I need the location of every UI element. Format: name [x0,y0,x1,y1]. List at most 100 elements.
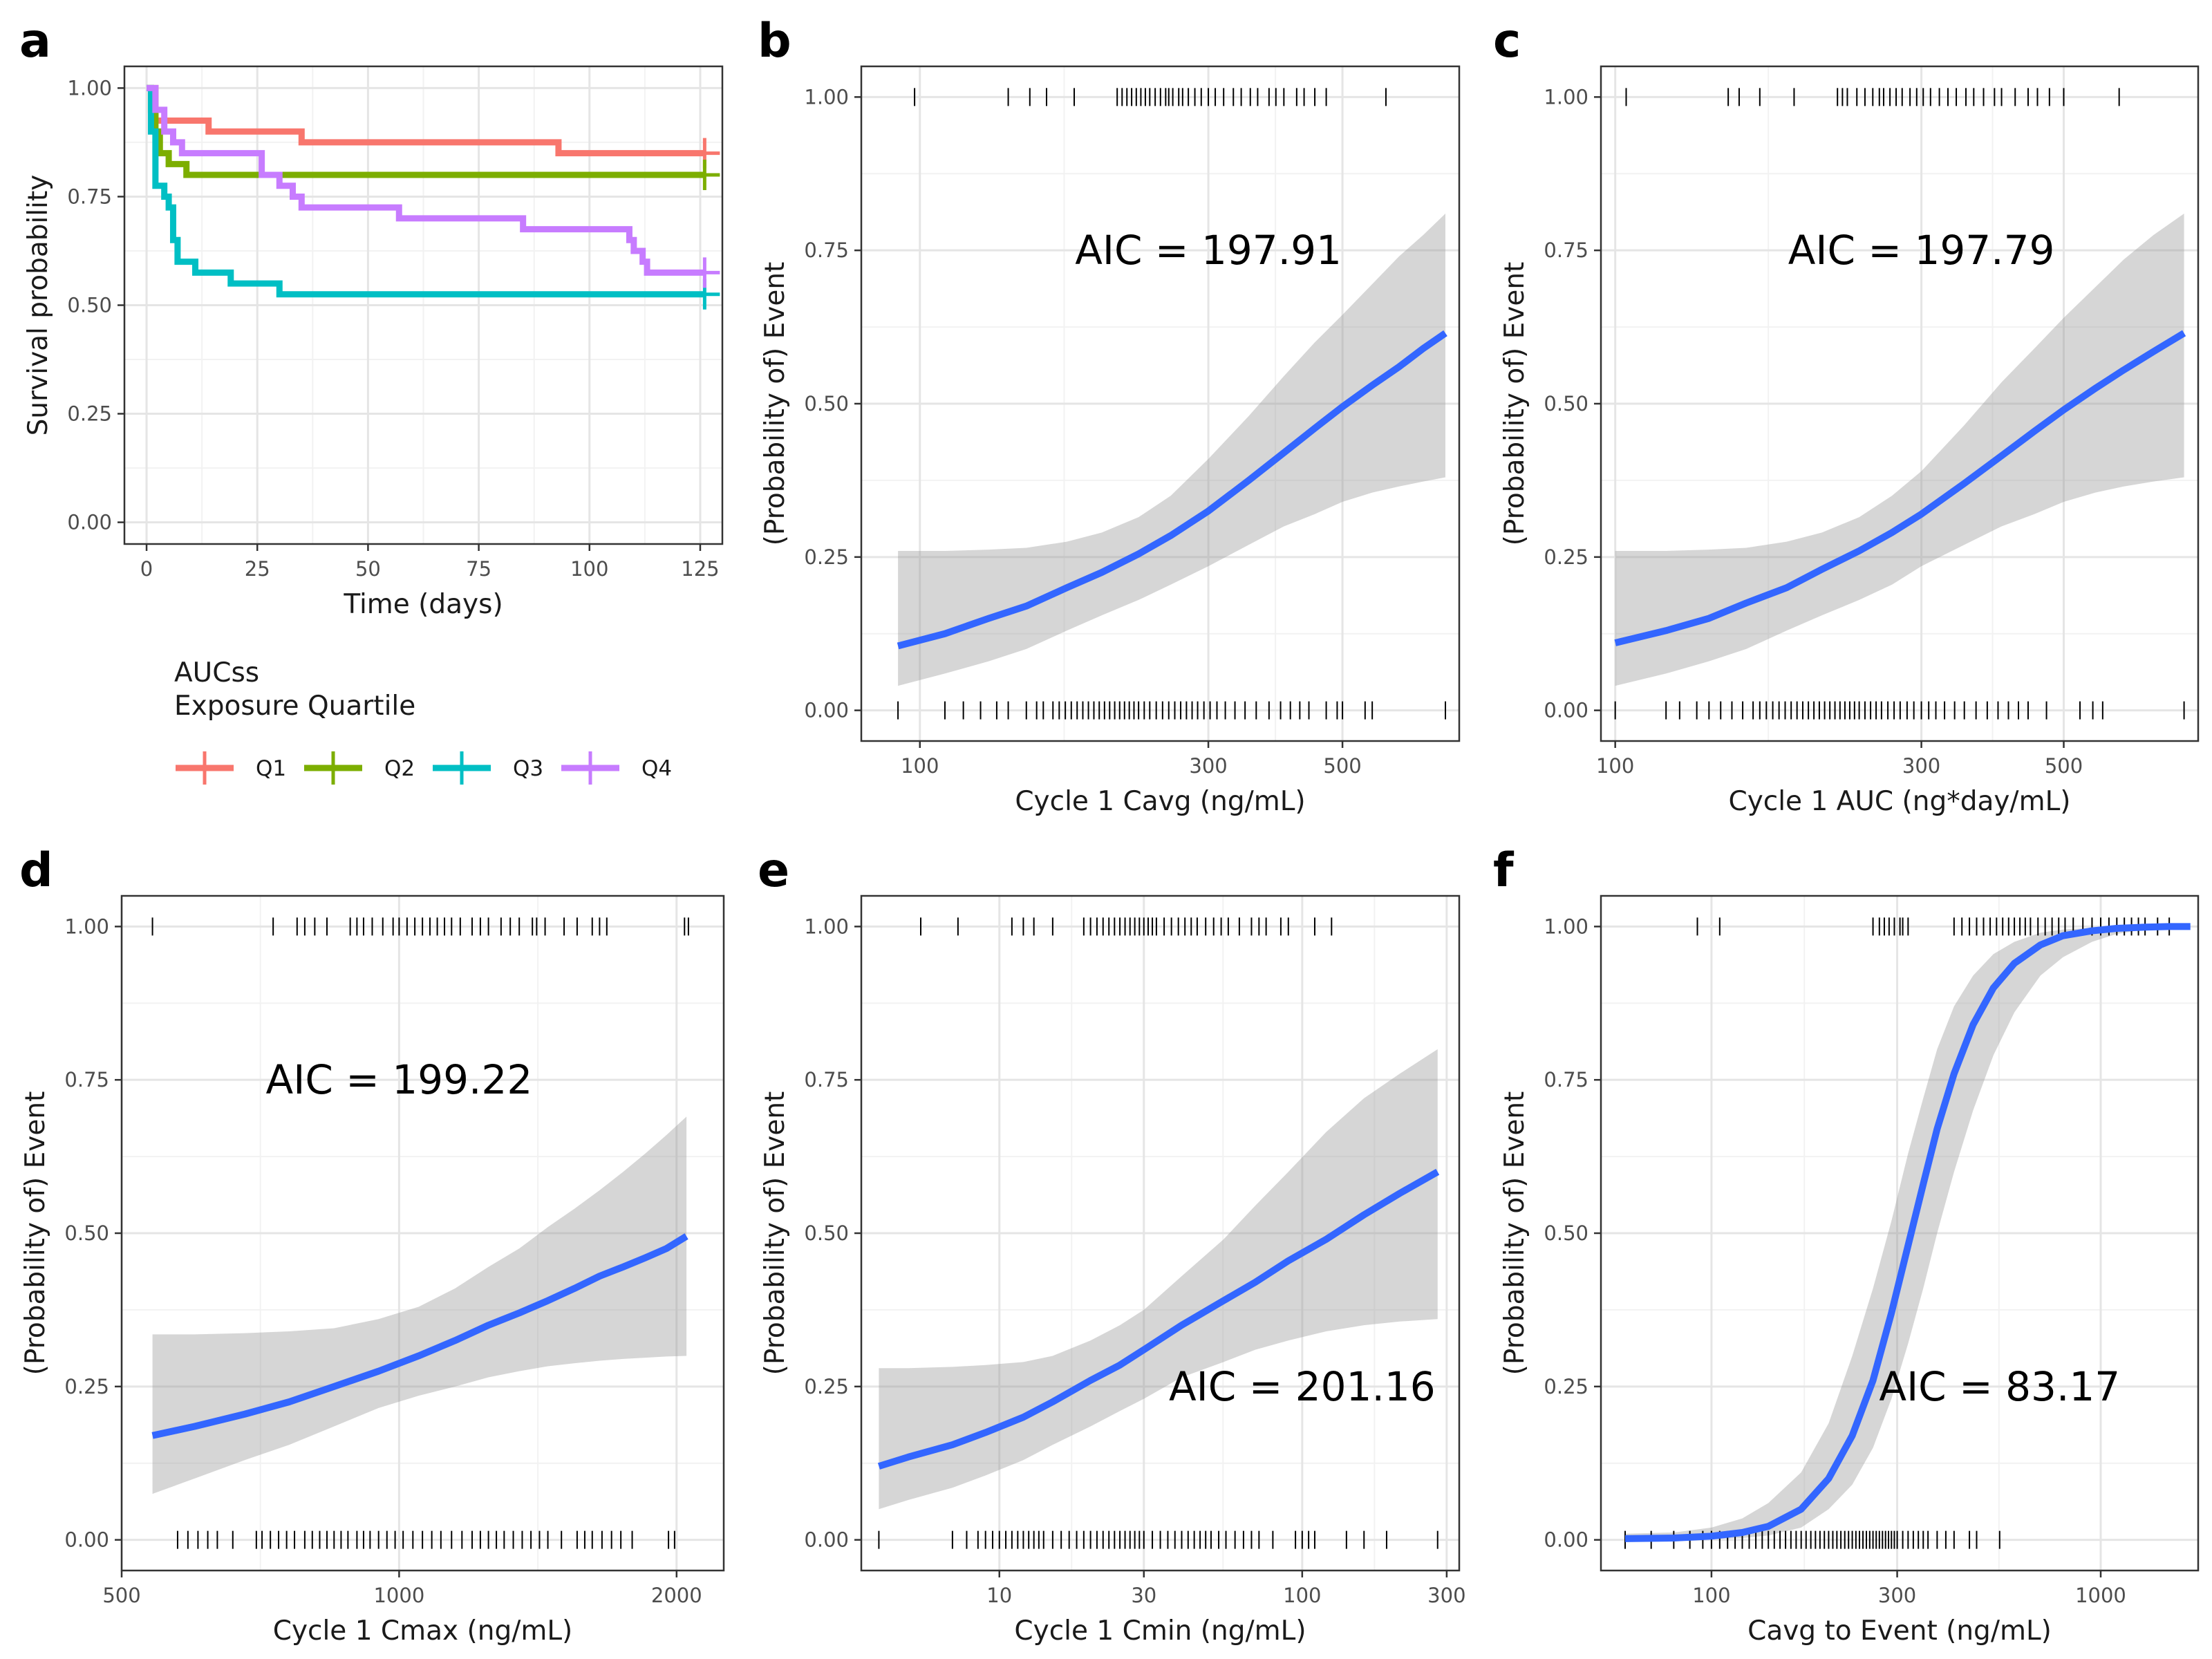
km-curve-q3 [147,84,705,298]
aic-annotation: AIC = 201.16 [1169,1363,1436,1410]
y-axis-title: (Probability of) Event [760,262,791,546]
x-tick-label: 300 [1189,754,1227,778]
y-tick-label: 0.50 [67,294,112,317]
x-tick-label: 1000 [373,1584,424,1607]
panel-a: 0.00 0.25 0.50 0.75 1.00 0 25 50 75 100 125 Time (d… [19,14,724,785]
legend-title: Exposure Quartile [174,691,415,722]
x-axis-title: Cycle 1 Cmin (ng/mL) [1014,1615,1306,1647]
x-tick-label: 75 [466,557,491,581]
y-axis-title: (Probability of) Event [1499,262,1530,546]
logistic-fit-line [1614,330,2186,646]
panel-label: c [1493,14,1521,68]
km-curves [147,84,720,310]
y-axis-title: (Probability of) Event [760,1091,791,1376]
y-axis-title: (Probability of) Event [1499,1091,1530,1376]
x-axis-title: Time (days) [343,589,503,620]
legend-title: AUCss [174,657,259,688]
logistic-fit-line [877,1168,1440,1470]
y-tick-label: 0.50 [1544,392,1588,415]
y-tick-label: 1.00 [64,915,109,938]
y-axis-title: (Probability of) Event [20,1091,51,1376]
rug-marks [151,917,689,1549]
y-tick-label: 0.00 [67,511,112,534]
x-tick-label: 500 [2045,754,2083,778]
y-tick-label: 0.75 [1544,238,1588,262]
panel-label: e [758,843,789,898]
y-tick-label: 0.25 [804,1375,849,1398]
y-tick-label: 0.50 [804,1221,849,1245]
y-tick-label: 1.00 [804,85,849,109]
x-tick-label: 2000 [651,1584,702,1607]
legend-label-q2: Q2 [384,756,415,781]
y-tick-label: 0.25 [67,402,112,426]
y-tick-label: 0.00 [64,1528,109,1552]
confidence-band [1615,213,2184,686]
y-tick-label: 0.25 [1544,1375,1588,1398]
y-tick-label: 0.75 [67,185,112,208]
panel-label: a [19,14,51,68]
x-axis-title: Cycle 1 AUC (ng*day/mL) [1728,786,2070,817]
y-tick-label: 0.25 [64,1375,109,1398]
aic-annotation: AIC = 197.79 [1788,227,2055,274]
y-tick-label: 0.50 [64,1221,109,1245]
x-tick-label: 30 [1131,1584,1156,1607]
x-tick-label: 100 [1692,1584,1730,1607]
y-tick-label: 0.25 [804,545,849,569]
x-axis-title: Cycle 1 Cavg (ng/mL) [1015,786,1305,817]
x-tick-label: 500 [1323,754,1361,778]
logistic-fit-line [897,330,1447,650]
y-tick-label: 0.75 [1544,1068,1588,1091]
x-tick-label: 125 [681,557,719,581]
y-tick-label: 0.00 [804,699,849,722]
y-tick-label: 0.75 [804,1068,849,1091]
logistic-fit-line [1624,923,2191,1542]
panel-e: AIC = 201.16 0.00 0.25 0.50 0.75 1.00 10 30 100 3… [758,843,1466,1647]
y-axis-title: Survival probability [23,175,54,436]
x-tick-label: 0 [140,557,153,581]
y-tick-label: 0.00 [1544,699,1588,722]
panel-label: d [19,843,53,898]
x-axis-title: Cavg to Event (ng/mL) [1747,1615,2052,1647]
panel-b: AIC = 197.91 0.00 0.25 0.50 0.75 1.00 100 300 50… [758,14,1461,817]
x-tick-label: 100 [1596,754,1634,778]
y-tick-label: 0.00 [804,1528,849,1552]
panel-f: AIC = 83.17 0.00 0.25 0.50 0.75 1.00 100 300 100… [1493,843,2200,1647]
y-tick-label: 0.75 [804,238,849,262]
panel-c: AIC = 197.79 0.00 0.25 0.50 0.75 1.00 100 300 50… [1493,14,2200,817]
y-tick-label: 0.50 [1544,1221,1588,1245]
y-tick-label: 0.00 [1544,1528,1588,1552]
rug-marks [897,88,1447,720]
confidence-band [898,213,1446,686]
aic-annotation: AIC = 83.17 [1879,1363,2120,1410]
y-tick-label: 1.00 [1544,915,1588,938]
x-tick-label: 10 [986,1584,1012,1607]
panel-d: AIC = 199.22 0.00 0.25 0.50 0.75 1.00 500 1000 2… [19,843,725,1647]
x-tick-label: 25 [245,557,270,581]
x-tick-label: 50 [355,557,381,581]
x-tick-label: 100 [901,754,939,778]
rug-marks [878,917,1438,1549]
x-tick-label: 1000 [2075,1584,2126,1607]
legend-label-q1: Q1 [256,756,286,781]
y-tick-label: 0.75 [64,1068,109,1091]
y-tick-label: 1.00 [1544,85,1588,109]
x-tick-label: 100 [1283,1584,1321,1607]
rug-marks [1614,88,2185,720]
km-curve-q4 [147,84,705,276]
x-tick-label: 500 [102,1584,140,1607]
x-tick-label: 300 [1878,1584,1916,1607]
x-axis-title: Cycle 1 Cmax (ng/mL) [273,1615,573,1647]
panel-label: b [758,14,791,68]
legend-label-q3: Q3 [513,756,543,781]
aic-annotation: AIC = 197.91 [1075,227,1342,274]
panel-label: f [1493,843,1515,898]
y-tick-label: 0.50 [804,392,849,415]
aic-annotation: AIC = 199.22 [266,1056,533,1103]
y-tick-label: 0.25 [1544,545,1588,569]
x-tick-label: 300 [1427,1584,1465,1607]
logistic-fit-line [151,1233,688,1439]
legend-label-q4: Q4 [641,756,672,781]
y-tick-label: 1.00 [67,76,112,100]
